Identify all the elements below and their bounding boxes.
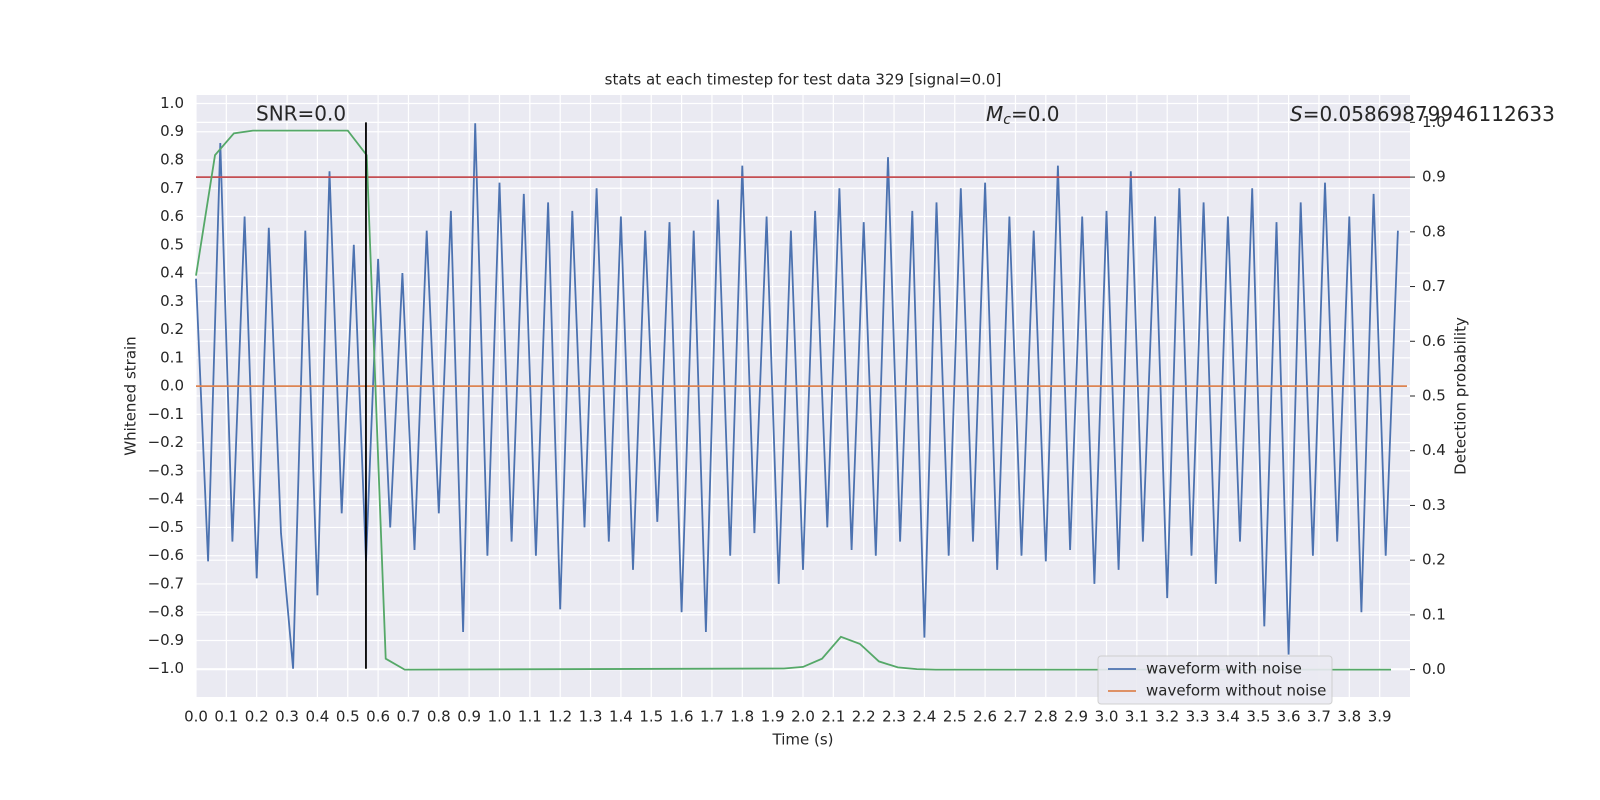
y-tick-label: −0.9: [148, 631, 184, 649]
y2-tick-label: 0.1: [1422, 605, 1446, 623]
x-tick-label: 0.3: [275, 708, 299, 726]
x-tick-label: 2.0: [791, 708, 815, 726]
y-tick-label: −0.8: [148, 603, 184, 621]
x-tick-label: 1.4: [609, 708, 633, 726]
x-tick-label: 0.5: [336, 708, 360, 726]
mc-annotation: Mc=0.0: [986, 102, 1060, 129]
x-tick-label: 0.1: [214, 708, 238, 726]
y-tick-label: −1.0: [148, 659, 184, 677]
y2-tick-label: 0.3: [1422, 496, 1446, 514]
grid: [195, 95, 1410, 697]
x-tick-label: 0.2: [245, 708, 269, 726]
x-tick-label: 3.9: [1368, 708, 1392, 726]
s-text: =0.05869879946112633: [1303, 102, 1555, 126]
y-tick-label: 0.6: [160, 207, 184, 225]
x-tick-label: 3.7: [1307, 708, 1331, 726]
x-tick-label: 2.2: [852, 708, 876, 726]
x-tick-label: 3.5: [1246, 708, 1270, 726]
x-tick-label: 2.1: [821, 708, 845, 726]
y2-tick-label: 0.9: [1422, 168, 1446, 186]
mc-symbol: M: [986, 102, 1003, 126]
x-tick-label: 3.0: [1095, 708, 1119, 726]
x-tick-label: 2.5: [943, 708, 967, 726]
y-axis-label: Whitened strain: [122, 336, 140, 455]
x-tick-label: 2.6: [973, 708, 997, 726]
y-tick-label: 0.3: [160, 292, 184, 310]
chart-title: stats at each timestep for test data 329…: [605, 71, 1002, 89]
y2-tick-label: 0.7: [1422, 277, 1446, 295]
y-tick-label: 0.7: [160, 179, 184, 197]
y-tick-label: 0.0: [160, 377, 184, 395]
x-tick-label: 3.4: [1216, 708, 1240, 726]
y-tick-label: −0.5: [148, 518, 184, 536]
x-tick-label: 0.7: [397, 708, 421, 726]
y-tick-label: 0.1: [160, 348, 184, 366]
x-tick-label: 2.7: [1004, 708, 1028, 726]
x-tick-label: 1.6: [670, 708, 694, 726]
y-tick-label: 0.2: [160, 320, 184, 338]
x-tick-label: 0.6: [366, 708, 390, 726]
detection-probability-line: [195, 129, 1391, 671]
y2-tick-label: 0.6: [1422, 332, 1446, 350]
x-tick-label: 1.9: [761, 708, 785, 726]
series-line: [195, 123, 1399, 669]
y-tick-label: 0.9: [160, 122, 184, 140]
x-tick-label: 0.8: [427, 708, 451, 726]
s-symbol: S: [1290, 102, 1303, 126]
y2-tick-label: 0.8: [1422, 222, 1446, 240]
x-tick-label: 2.3: [882, 708, 906, 726]
x-tick-label: 1.5: [639, 708, 663, 726]
y-tick-label: 0.5: [160, 235, 184, 253]
y-tick-label: 0.8: [160, 151, 184, 169]
y2-tick-label: 0.0: [1422, 660, 1446, 678]
x-tick-label: 3.6: [1277, 708, 1301, 726]
x-tick-label: 1.8: [730, 708, 754, 726]
x-tick-label: 3.1: [1125, 708, 1149, 726]
y-tick-label: −0.4: [148, 490, 184, 508]
x-axis-label: Time (s): [772, 731, 834, 749]
y2-tick-label: 1.0: [1422, 113, 1446, 131]
x-tick-label: 1.7: [700, 708, 724, 726]
s-annotation: S=0.05869879946112633: [1290, 102, 1555, 126]
x-tick-label: 0.4: [305, 708, 329, 726]
legend-box: [1097, 655, 1333, 705]
legend: waveform with noise waveform without nois…: [1097, 655, 1333, 705]
x-tick-label: 1.3: [579, 708, 603, 726]
y2-tick-label: 0.5: [1422, 387, 1446, 405]
y-tick-label: −0.7: [148, 574, 184, 592]
x-tick-label: 1.0: [488, 708, 512, 726]
x-tick-label: 3.8: [1337, 708, 1361, 726]
mc-text: =0.0: [1011, 102, 1060, 126]
x-tick-label: 2.9: [1064, 708, 1088, 726]
x-tick-label: 3.2: [1155, 708, 1179, 726]
y-tick-label: 1.0: [160, 94, 184, 112]
y-tick-label: −0.2: [148, 433, 184, 451]
y2-tick-label: 0.2: [1422, 551, 1446, 569]
x-tick-label: 0.0: [184, 708, 208, 726]
x-tick-label: 1.1: [518, 708, 542, 726]
y-tick-label: 0.4: [160, 264, 184, 282]
y-tick-label: −0.1: [148, 405, 184, 423]
y-tick-label: −0.3: [148, 461, 184, 479]
marks: [195, 122, 1410, 671]
x-tick-label: 2.4: [912, 708, 936, 726]
legend-label: waveform with noise: [1146, 660, 1302, 678]
y2-tick-label: 0.4: [1422, 441, 1446, 459]
y2-axis-label: Detection probability: [1452, 317, 1470, 475]
legend-label: waveform without noise: [1146, 682, 1326, 700]
snr-annotation: SNR=0.0: [256, 102, 346, 126]
x-tick-label: 0.9: [457, 708, 481, 726]
y-tick-label: −0.6: [148, 546, 184, 564]
mc-subscript: c: [1003, 112, 1011, 128]
x-tick-label: 2.8: [1034, 708, 1058, 726]
x-tick-label: 1.2: [548, 708, 572, 726]
x-tick-label: 3.3: [1186, 708, 1210, 726]
